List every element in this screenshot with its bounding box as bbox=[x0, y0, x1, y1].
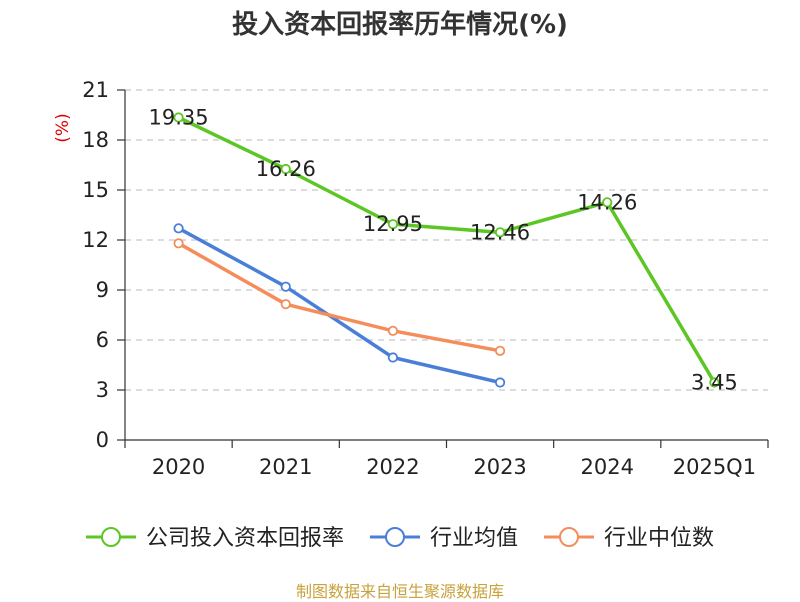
y-tick-label: 12 bbox=[82, 228, 109, 252]
x-tick-label: 2025Q1 bbox=[673, 455, 756, 479]
y-tick-label: 18 bbox=[82, 128, 109, 152]
grid-lines bbox=[125, 89, 768, 391]
data-point bbox=[173, 223, 184, 234]
y-tick-label: 6 bbox=[96, 328, 109, 352]
legend-item: 公司投入资本回报率 bbox=[86, 526, 344, 551]
series-line bbox=[176, 115, 717, 385]
legend-label: 行业均值 bbox=[430, 526, 518, 551]
legend-marker-icon bbox=[559, 527, 579, 547]
y-tick-label: 21 bbox=[82, 78, 109, 102]
data-point bbox=[173, 238, 184, 249]
y-tick-label: 15 bbox=[82, 178, 109, 202]
data-labels: 19.35 16.26 12.95 12.46 14.26 3.45 bbox=[149, 106, 738, 395]
legend-item: 行业中位数 bbox=[544, 526, 714, 551]
data-point bbox=[280, 281, 291, 292]
legend-label: 公司投入资本回报率 bbox=[146, 526, 344, 551]
data-point bbox=[494, 345, 506, 356]
data-point bbox=[173, 112, 184, 123]
y-tick-label: 9 bbox=[96, 278, 109, 302]
series-line bbox=[176, 226, 502, 385]
data-label: 19.35 bbox=[149, 106, 209, 130]
data-point bbox=[494, 227, 506, 238]
y-tick-label: 0 bbox=[96, 428, 109, 452]
data-label: 16.26 bbox=[256, 157, 316, 181]
data-label: 3.45 bbox=[691, 371, 738, 395]
x-tick-label: 2024 bbox=[581, 455, 634, 479]
x-tick-label: 2021 bbox=[259, 455, 312, 479]
x-tick-label: 2020 bbox=[152, 455, 205, 479]
source-note: 制图数据来自恒生聚源数据库 bbox=[295, 582, 504, 601]
y-tick-label: 3 bbox=[96, 378, 109, 402]
series-line bbox=[176, 241, 502, 353]
data-point bbox=[387, 219, 399, 230]
x-tick-label: 2022 bbox=[366, 455, 419, 479]
data-point bbox=[387, 352, 399, 363]
legend-label: 行业中位数 bbox=[604, 526, 714, 551]
data-point bbox=[709, 377, 720, 388]
data-point bbox=[387, 325, 399, 336]
y-axis-unit-label: (%) bbox=[53, 113, 73, 142]
series-lines bbox=[173, 112, 720, 388]
data-label: 12.46 bbox=[470, 220, 530, 244]
data-point bbox=[280, 163, 291, 175]
legend: 公司投入资本回报率 行业均值 行业中位数 bbox=[86, 526, 714, 551]
chart-title: 投入资本回报率历年情况(%) bbox=[232, 10, 568, 40]
legend-item: 行业均值 bbox=[370, 526, 518, 551]
x-tick-label: 2023 bbox=[473, 455, 526, 479]
data-point bbox=[280, 299, 291, 310]
data-point bbox=[602, 197, 613, 208]
axes: 0 3 6 9 12 15 18 21 2020 2021 2022 2023 2024 2025Q1 (%… bbox=[53, 78, 769, 479]
data-point bbox=[494, 377, 506, 388]
data-label: 12.95 bbox=[363, 212, 423, 236]
data-label: 14.26 bbox=[577, 190, 637, 214]
legend-marker-icon bbox=[101, 527, 121, 547]
legend-marker-icon bbox=[385, 527, 405, 547]
